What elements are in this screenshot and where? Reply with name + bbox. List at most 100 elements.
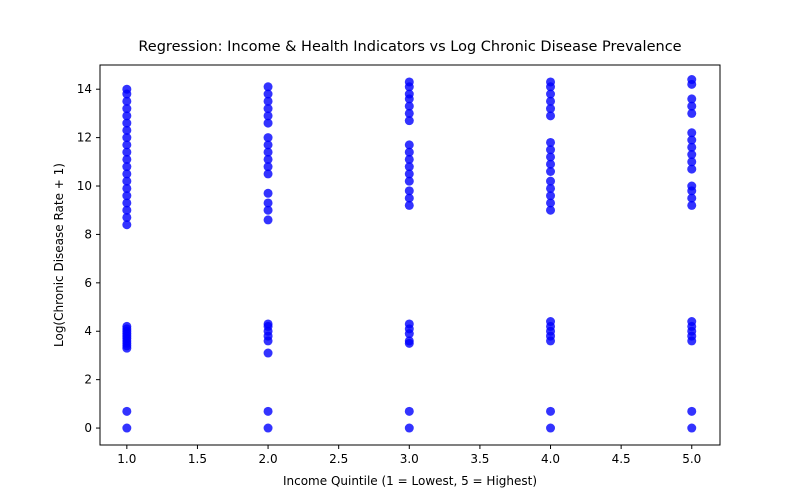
- point: [122, 96, 132, 106]
- point: [122, 176, 132, 186]
- point: [687, 157, 697, 167]
- x-tick-label: 1.5: [188, 452, 207, 466]
- point: [404, 423, 414, 433]
- point: [122, 205, 132, 215]
- point: [546, 406, 556, 416]
- point: [404, 176, 414, 186]
- point: [687, 317, 697, 327]
- point: [122, 423, 132, 433]
- point: [263, 154, 273, 164]
- point: [546, 104, 556, 114]
- y-tick-label: 12: [77, 131, 92, 145]
- point: [404, 193, 414, 203]
- point: [263, 348, 273, 358]
- point: [122, 169, 132, 179]
- point: [687, 406, 697, 416]
- point: [687, 142, 697, 152]
- y-tick-label: 6: [84, 276, 92, 290]
- point: [263, 215, 273, 225]
- x-axis-label: Income Quintile (1 = Lowest, 5 = Highest…: [283, 474, 537, 488]
- point: [404, 154, 414, 164]
- point: [263, 198, 273, 208]
- point: [404, 186, 414, 196]
- point: [687, 181, 697, 191]
- y-tick-label: 2: [84, 373, 92, 387]
- point: [687, 135, 697, 145]
- point: [263, 118, 273, 128]
- point: [546, 159, 556, 169]
- point: [263, 162, 273, 172]
- point: [122, 104, 132, 114]
- point: [404, 89, 414, 99]
- y-tick-label: 14: [77, 82, 92, 96]
- point: [546, 111, 556, 121]
- point: [263, 89, 273, 99]
- point: [546, 89, 556, 99]
- point: [263, 111, 273, 121]
- point: [404, 116, 414, 126]
- point: [404, 77, 414, 87]
- x-tick-label: 5.0: [682, 452, 701, 466]
- x-tick-label: 2.5: [329, 452, 348, 466]
- point: [687, 164, 697, 174]
- point: [263, 319, 273, 329]
- point: [122, 147, 132, 157]
- point: [546, 152, 556, 162]
- point: [404, 169, 414, 179]
- point: [404, 147, 414, 157]
- chart-title: Regression: Income & Health Indicators v…: [138, 39, 681, 55]
- y-tick-label: 0: [84, 421, 92, 435]
- point: [687, 423, 697, 433]
- point: [687, 101, 697, 111]
- point: [122, 140, 132, 150]
- point: [263, 169, 273, 179]
- point: [546, 137, 556, 147]
- point: [687, 200, 697, 210]
- y-axis-label: Log(Chronic Disease Rate + 1): [52, 163, 66, 347]
- point: [546, 166, 556, 176]
- point: [404, 319, 414, 329]
- point: [546, 145, 556, 155]
- point: [263, 140, 273, 150]
- x-tick-label: 2.0: [259, 452, 278, 466]
- point: [263, 406, 273, 416]
- point: [263, 188, 273, 198]
- point: [404, 101, 414, 111]
- point: [263, 423, 273, 433]
- point: [263, 82, 273, 92]
- point: [263, 96, 273, 106]
- point: [687, 108, 697, 118]
- point: [687, 75, 697, 85]
- point: [404, 140, 414, 150]
- point: [687, 150, 697, 160]
- point: [122, 84, 132, 94]
- point: [546, 191, 556, 201]
- point: [122, 133, 132, 143]
- point: [122, 111, 132, 121]
- point: [546, 423, 556, 433]
- point: [122, 212, 132, 222]
- point: [546, 183, 556, 193]
- point: [122, 125, 132, 135]
- x-tick-label: 4.0: [541, 452, 560, 466]
- point: [687, 128, 697, 138]
- x-tick-label: 4.5: [612, 452, 631, 466]
- y-tick-label: 10: [77, 179, 92, 193]
- x-tick-label: 1.0: [117, 452, 136, 466]
- point: [546, 198, 556, 208]
- plot-frame: [99, 64, 721, 446]
- point: [546, 77, 556, 87]
- point: [546, 317, 556, 327]
- point: [122, 118, 132, 128]
- point: [404, 406, 414, 416]
- point: [263, 104, 273, 114]
- point: [546, 96, 556, 106]
- point: [263, 205, 273, 215]
- point: [122, 406, 132, 416]
- point: [404, 162, 414, 172]
- point: [546, 176, 556, 186]
- point: [122, 321, 132, 331]
- point: [404, 108, 414, 118]
- point: [122, 162, 132, 172]
